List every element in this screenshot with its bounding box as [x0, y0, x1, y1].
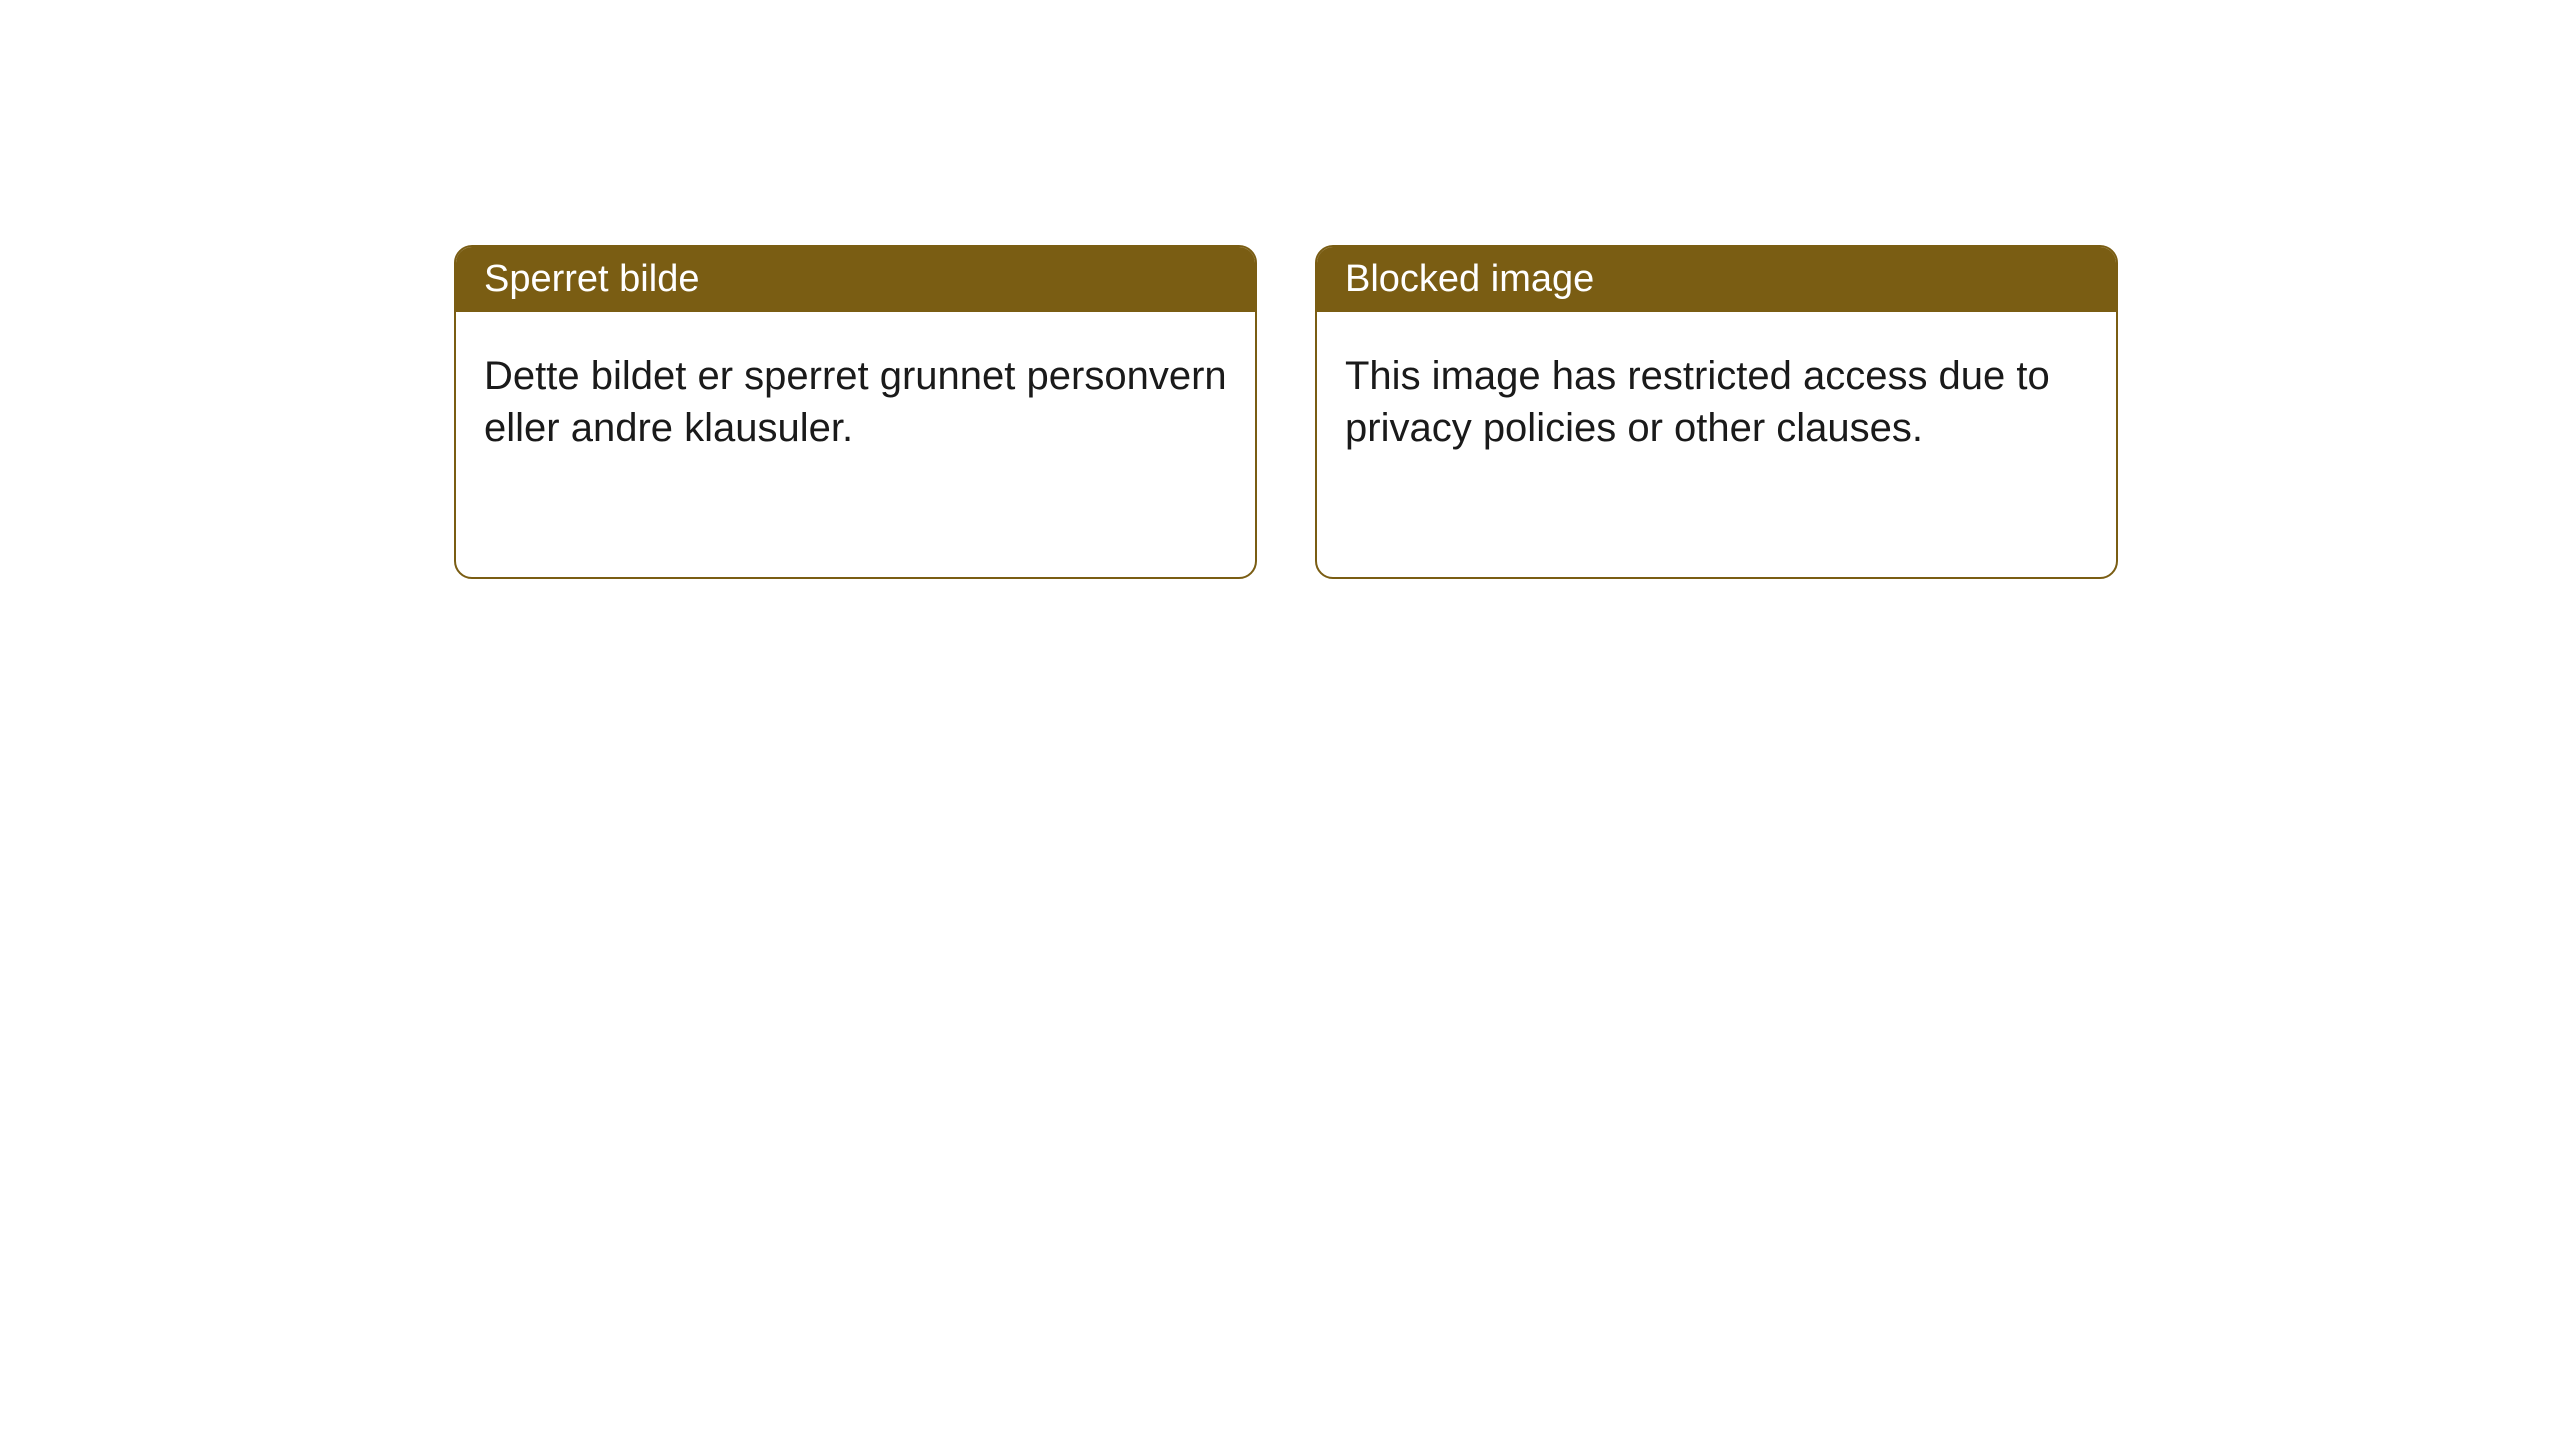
blocked-image-cards: Sperret bilde Dette bildet er sperret gr… [454, 245, 2118, 579]
card-body: Dette bildet er sperret grunnet personve… [456, 312, 1255, 492]
card-header: Blocked image [1317, 247, 2116, 312]
blocked-image-card-en: Blocked image This image has restricted … [1315, 245, 2118, 579]
card-body-text: Dette bildet er sperret grunnet personve… [484, 354, 1227, 450]
blocked-image-card-no: Sperret bilde Dette bildet er sperret gr… [454, 245, 1257, 579]
card-body: This image has restricted access due to … [1317, 312, 2116, 492]
card-title: Sperret bilde [484, 258, 699, 300]
card-body-text: This image has restricted access due to … [1345, 354, 2050, 450]
card-title: Blocked image [1345, 258, 1594, 300]
card-header: Sperret bilde [456, 247, 1255, 312]
